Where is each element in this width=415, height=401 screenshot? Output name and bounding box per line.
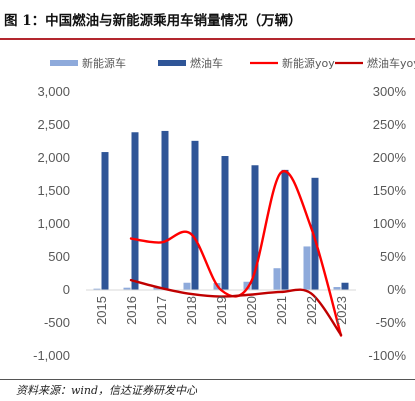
bar: [131, 132, 139, 290]
left-axis-ticks: -1,000 -500 0 500 1,000 1,500 2,000 2,500 3,000: [33, 84, 70, 363]
right-tick-label: 100%: [373, 216, 407, 231]
bar: [311, 177, 319, 290]
legend-label: 燃油车yoy: [367, 56, 415, 70]
right-tick-label: 0%: [387, 282, 406, 297]
bar: [243, 281, 251, 290]
x-tick-label: 2017: [154, 296, 169, 325]
legend: 新能源车 燃油车 新能源yoy 燃油车yoy: [50, 56, 415, 70]
x-tick-label: 2016: [124, 296, 139, 325]
title-bar: 图 1：中国燃油与新能源乘用车销量情况（万辆）: [0, 0, 415, 38]
right-tick-label: 300%: [373, 84, 407, 99]
left-tick-label: 1,000: [37, 216, 70, 231]
legend-swatch: [158, 60, 186, 66]
bar: [191, 140, 199, 290]
left-tick-label: 1,500: [37, 183, 70, 198]
legend-swatch: [50, 60, 78, 66]
legend-label: 新能源车: [82, 56, 126, 70]
right-tick-label: 50%: [380, 249, 406, 264]
left-tick-label: 500: [48, 249, 70, 264]
x-tick-label: 2018: [184, 296, 199, 325]
x-tick-label: 2021: [274, 296, 289, 325]
bar: [273, 268, 281, 290]
bar: [101, 152, 109, 290]
bar: [333, 287, 341, 290]
title-underline: [0, 38, 415, 40]
x-tick-label: 2020: [244, 296, 259, 325]
bar-series: [93, 130, 349, 290]
legend-item: 新能源车: [50, 56, 126, 70]
left-tick-label: 0: [63, 282, 70, 297]
bar: [93, 288, 101, 290]
line-series: [129, 169, 343, 337]
bar: [281, 169, 289, 290]
x-tick-label: 2022: [304, 296, 319, 325]
x-tick-label: 2019: [214, 296, 229, 325]
legend-item: 燃油车yoy: [335, 56, 415, 70]
series-line: [129, 169, 343, 337]
bar: [303, 246, 311, 290]
bar: [183, 282, 191, 290]
right-tick-label: -100%: [368, 348, 406, 363]
left-tick-label: 2,500: [37, 117, 70, 132]
source-note: 资料来源：wind，信达证券研发中心: [16, 384, 198, 397]
left-tick-label: -1,000: [33, 348, 70, 363]
legend-label: 新能源yoy: [282, 56, 335, 70]
footer-rule: [0, 379, 415, 380]
left-tick-label: 2,000: [37, 150, 70, 165]
bar: [221, 156, 229, 290]
right-tick-label: -50%: [376, 315, 407, 330]
bar: [341, 282, 349, 290]
legend-label: 燃油车: [190, 56, 223, 70]
right-tick-label: 200%: [373, 150, 407, 165]
bar: [161, 130, 169, 290]
x-tick-label: 2015: [94, 296, 109, 325]
right-tick-label: 250%: [373, 117, 407, 132]
bar: [251, 165, 259, 290]
x-axis-ticks: 2015 2016 2017 2018 2019 2020 2021 2022 2023: [94, 296, 349, 325]
right-axis-ticks: -100% -50% 0% 50% 100% 150% 200% 250% 300%: [368, 84, 406, 363]
combo-chart: 新能源车 燃油车 新能源yoy 燃油车yoy -1,000 -500 0 500 1,000 1…: [33, 56, 415, 363]
right-tick-label: 150%: [373, 183, 407, 198]
x-tick-label: 2023: [334, 296, 349, 325]
left-tick-label: 3,000: [37, 84, 70, 99]
legend-item: 燃油车: [158, 56, 223, 70]
series-line: [129, 278, 343, 337]
chart-title: 图 1：中国燃油与新能源乘用车销量情况（万辆）: [4, 13, 302, 29]
legend-item: 新能源yoy: [250, 56, 335, 70]
left-tick-label: -500: [44, 315, 70, 330]
bar: [123, 287, 131, 290]
